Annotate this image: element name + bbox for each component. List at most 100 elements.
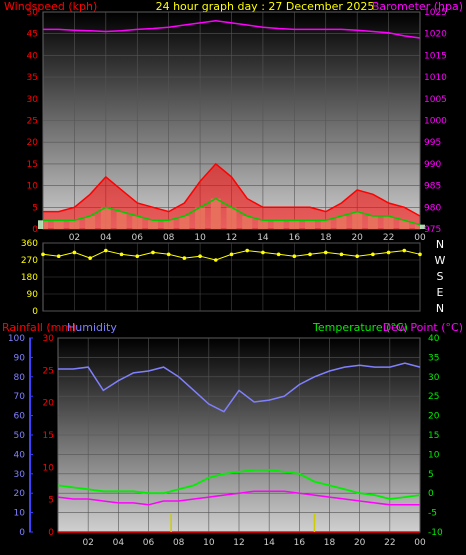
humidity-tick-label: 40 — [14, 450, 26, 460]
rain-tick-label: 10 — [43, 463, 55, 473]
wind-tick-label: 5 — [32, 203, 38, 213]
temp-x-tick-label: 14 — [263, 538, 275, 548]
temp-x-tick-label: 02 — [82, 538, 93, 548]
baro-tick-label: 1000 — [424, 117, 447, 127]
temperature-tick-label: 5 — [428, 470, 434, 480]
temperature-tick-label: 35 — [428, 353, 439, 363]
compass-label: N — [436, 302, 444, 315]
rain-tick-label: 30 — [43, 334, 55, 344]
wind-tick-label: 40 — [27, 51, 39, 61]
rain-tick-label: 20 — [43, 399, 55, 409]
wind-x-tick-label: 12 — [226, 233, 237, 243]
wind-x-tick-label: 20 — [351, 233, 363, 243]
wind-tick-label: 50 — [27, 8, 39, 18]
humidity-tick-label: 70 — [14, 392, 26, 402]
temperature-tick-label: 10 — [428, 450, 440, 460]
wind-ticks: 0 5 10 15 20 25 30 35 40 45 50 — [27, 8, 39, 235]
temp-x-ticks: 02 04 06 08 10 12 14 16 18 20 22 00 — [82, 538, 426, 548]
compass-label: S — [437, 270, 444, 283]
baro-tick-label: 975 — [424, 225, 441, 235]
wind-tick-label: 35 — [27, 73, 38, 83]
dewpoint-line — [57, 490, 420, 506]
baro-tick-label: 1020 — [424, 30, 447, 40]
wind-x-tick-label: 18 — [320, 233, 332, 243]
temperature-axis-label: Temperature (°C) — [312, 321, 408, 334]
baro-ticks: 975 980 985 990 995 1000 1005 1010 1015 1020 1025 — [424, 8, 447, 235]
baro-tick-label: 1010 — [424, 73, 447, 83]
temp-x-tick-label: 12 — [233, 538, 244, 548]
wind-x-ticks: 02 04 06 08 10 12 14 16 18 20 22 00 — [69, 233, 426, 243]
temp-x-tick-label: 08 — [173, 538, 185, 548]
wind-tick-label: 15 — [27, 160, 38, 170]
humidity-tick-label: 0 — [19, 528, 25, 538]
baro-tick-label: 990 — [424, 160, 441, 170]
direction-tick-label: 180 — [21, 273, 38, 283]
average-wind-line — [43, 197, 421, 226]
wind-x-tick-label: 04 — [100, 233, 112, 243]
direction-tick-label: 90 — [27, 290, 39, 300]
temperature-tick-label: 15 — [428, 431, 439, 441]
rain-tick-label: 15 — [43, 431, 54, 441]
humidity-tick-label: 90 — [14, 353, 26, 363]
baro-tick-label: 980 — [424, 203, 441, 213]
direction-ticks: 360 270 180 90 0 — [21, 239, 38, 317]
humidity-ticks: 0 10 20 30 40 50 60 70 80 90 100 — [8, 334, 33, 538]
compass-label: E — [437, 286, 444, 299]
temp-series — [57, 362, 421, 533]
baro-axis-label: Barometer (hpa) — [372, 0, 463, 13]
wind-tick-label: 25 — [27, 117, 38, 127]
wind-series — [43, 19, 421, 229]
gust-area — [43, 163, 420, 229]
temp-x-tick-label: 18 — [324, 538, 336, 548]
temperature-tick-label: 40 — [428, 334, 440, 344]
direction-tick-label: 270 — [21, 256, 38, 266]
temperature-ticks: -10 -5 0 5 10 15 20 25 30 35 40 — [428, 334, 443, 538]
wind-x-tick-label: 06 — [132, 233, 144, 243]
wind-x-tick-label: 14 — [257, 233, 269, 243]
temp-x-tick-label: 00 — [414, 538, 426, 548]
baro-tick-label: 1025 — [424, 8, 447, 18]
wind-tick-label: 20 — [27, 138, 39, 148]
direction-series — [41, 248, 422, 262]
wind-x-tick-label: 10 — [194, 233, 206, 243]
rain-ticks: 0 5 10 15 20 25 30 — [43, 334, 55, 538]
humidity-tick-label: 20 — [14, 489, 26, 499]
baro-tick-label: 1015 — [424, 51, 447, 61]
baro-tick-label: 985 — [424, 182, 441, 192]
humidity-tick-label: 50 — [14, 431, 26, 441]
direction-tick-label: 0 — [32, 307, 38, 317]
wind-axis-label: Windspeed (kph) — [4, 0, 97, 13]
compass-label: W — [435, 254, 446, 267]
wind-tick-label: 10 — [27, 182, 39, 192]
temp-x-tick-label: 20 — [354, 538, 366, 548]
temperature-tick-label: 20 — [428, 412, 440, 422]
humidity-tick-label: 100 — [8, 334, 25, 344]
humidity-tick-label: 80 — [14, 373, 26, 383]
temperature-tick-label: 25 — [428, 392, 439, 402]
wind-tick-label: 30 — [27, 95, 39, 105]
temperature-tick-label: 0 — [428, 489, 434, 499]
gust-line — [43, 162, 421, 217]
temp-x-tick-label: 06 — [143, 538, 155, 548]
dewpoint-axis-label: Dew Point (°C) — [383, 321, 463, 334]
rain-axis-label: Rainfall (mm) — [2, 321, 76, 334]
temperature-tick-label: -5 — [428, 509, 437, 519]
direction-line — [42, 250, 421, 261]
humidity-tick-label: 30 — [14, 470, 26, 480]
temperature-tick-label: 30 — [428, 373, 440, 383]
wind-x-tick-label: 08 — [163, 233, 175, 243]
rain-tick-label: 5 — [48, 496, 54, 506]
wind-x-tick-label: 02 — [69, 233, 80, 243]
wind-tick-label: 0 — [32, 225, 38, 235]
compass-label: N — [436, 238, 444, 251]
wind-x-tick-label: 22 — [383, 233, 394, 243]
rain-tick-label: 25 — [43, 366, 54, 376]
wind-tick-label: 45 — [27, 30, 38, 40]
wind-x-tick-label: 00 — [414, 233, 426, 243]
humidity-tick-label: 10 — [14, 509, 26, 519]
temp-x-tick-label: 16 — [294, 538, 306, 548]
humidity-axis-label: Humidity — [67, 321, 117, 334]
temperature-tick-label: -10 — [428, 528, 443, 538]
humidity-line — [58, 362, 421, 413]
